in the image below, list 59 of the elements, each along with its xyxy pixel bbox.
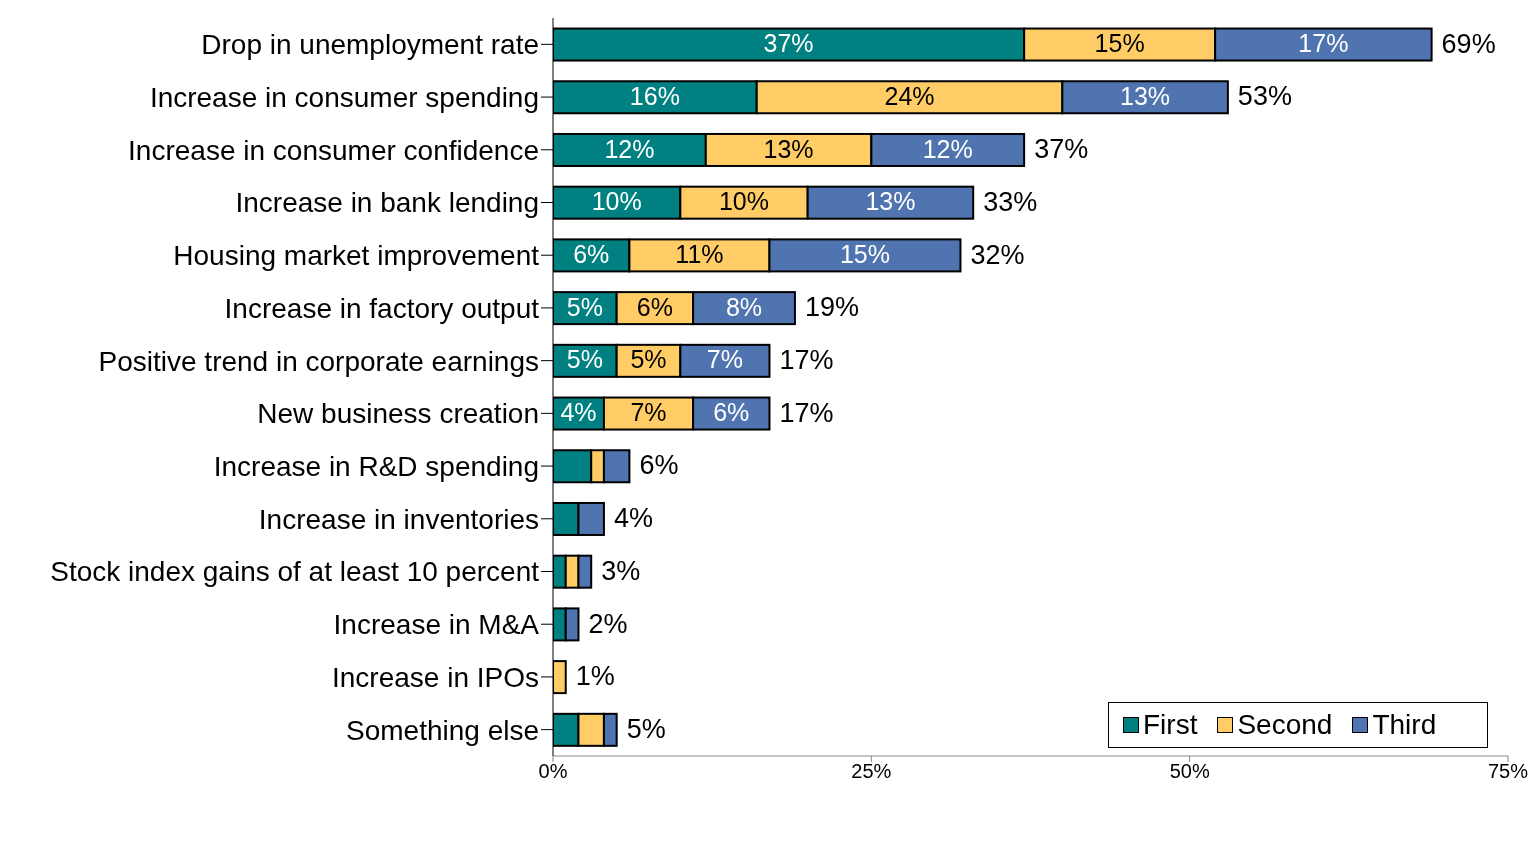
total-label: 19%: [804, 292, 859, 323]
data-label: 24%: [884, 81, 935, 110]
y-tick-label: Increase in inventories: [258, 503, 539, 535]
total-label: 3%: [601, 555, 641, 586]
data-label: 5%: [630, 345, 667, 374]
y-tick-label: Stock index gains of at least 10 percent: [50, 556, 540, 588]
total-label: 32%: [970, 239, 1025, 270]
data-label: 5%: [566, 345, 603, 374]
y-tick-label: Housing market improvement: [173, 240, 540, 272]
data-label: 12%: [922, 134, 973, 163]
legend-label: Third: [1372, 709, 1437, 741]
total-label: 37%: [1034, 134, 1089, 165]
y-tick-label: Increase in M&A: [333, 609, 540, 641]
data-label: 13%: [1120, 81, 1171, 110]
total-label: 1%: [575, 661, 615, 692]
y-tick-label: Drop in unemployment rate: [201, 29, 539, 61]
x-tick-label: 75%: [1487, 760, 1529, 783]
data-label: 6%: [573, 240, 610, 269]
x-tick-label: 50%: [1169, 760, 1210, 783]
data-label: 10%: [591, 187, 642, 216]
total-label: 5%: [626, 713, 666, 744]
total-label: 17%: [779, 397, 834, 428]
data-label: 15%: [1094, 29, 1145, 58]
data-label: 6%: [636, 292, 673, 321]
total-label: 17%: [779, 344, 834, 375]
total-label: 6%: [639, 450, 679, 481]
total-label: 2%: [588, 608, 628, 639]
data-label: 10%: [718, 187, 770, 216]
legend-label: First: [1143, 709, 1198, 741]
data-label: 5%: [566, 292, 603, 321]
y-tick-label: Increase in IPOs: [332, 661, 539, 693]
data-label: 7%: [630, 398, 667, 427]
data-label: 6%: [713, 398, 750, 427]
total-label: 69%: [1441, 28, 1496, 59]
y-tick-label: Something else: [345, 714, 539, 746]
y-tick-label: Increase in factory output: [224, 292, 540, 324]
y-tick-label: Increase in consumer spending: [149, 82, 539, 114]
data-label: 37%: [763, 29, 814, 58]
data-label: 16%: [629, 81, 680, 110]
x-tick-label: 25%: [851, 760, 892, 783]
data-label: 15%: [839, 240, 890, 269]
data-label: 13%: [763, 134, 814, 163]
legend-label: Second: [1237, 709, 1333, 741]
data-label: 17%: [1298, 29, 1349, 58]
data-label: 4%: [560, 398, 597, 427]
y-tick-label: New business creation: [257, 398, 539, 430]
data-label: 8%: [725, 292, 763, 321]
y-tick-label: Increase in consumer confidence: [128, 134, 539, 166]
y-tick-label: Increase in bank lending: [235, 187, 539, 219]
data-label: 11%: [675, 240, 724, 269]
data-label: 12%: [604, 134, 655, 163]
x-tick-label: 0%: [538, 760, 568, 783]
y-tick-label: Positive trend in corporate earnings: [98, 345, 539, 377]
total-label: 4%: [613, 503, 653, 534]
total-label: 53%: [1237, 81, 1292, 112]
y-tick-label: Increase in R&D spending: [213, 451, 539, 483]
data-label: 7%: [706, 345, 743, 374]
data-label: 13%: [865, 187, 916, 216]
total-label: 33%: [983, 186, 1038, 217]
